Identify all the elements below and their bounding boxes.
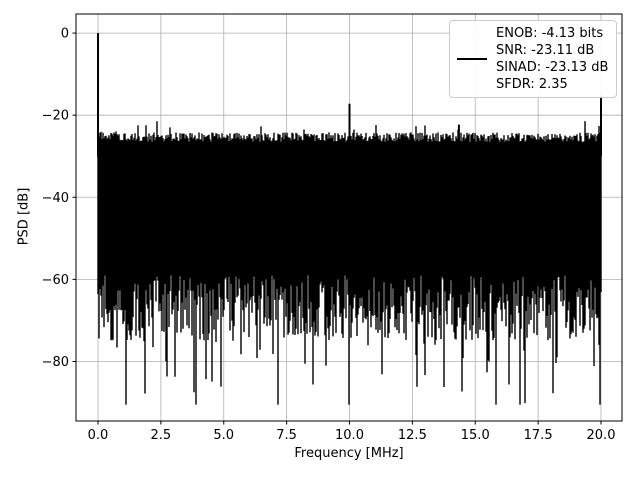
x-tick-label: 0.0 — [88, 428, 109, 443]
y-tick-label: −40 — [42, 191, 69, 206]
x-tick-label: 5.0 — [213, 428, 234, 443]
y-tick-label: −60 — [42, 273, 69, 288]
y-tick-label: 0 — [61, 27, 69, 42]
noise-spectrum-trace — [97, 121, 602, 405]
x-tick-label: 7.5 — [276, 428, 297, 443]
legend-entry-enob: ENOB: -4.13 bits — [496, 26, 604, 41]
y-tick-label: −20 — [42, 109, 69, 124]
plot-border — [75, 13, 623, 422]
legend-entry-sfdr: SFDR: 2.35 — [496, 77, 568, 92]
x-tick-label: 20.0 — [587, 428, 616, 443]
x-tick-label: 15.0 — [461, 428, 490, 443]
y-tick-label: −80 — [42, 355, 69, 370]
legend-entries: ENOB: -4.13 bits SNR: -23.11 dB SINAD: -… — [496, 25, 608, 93]
legend-entry-snr: SNR: -23.11 dB — [496, 43, 595, 58]
legend: ENOB: -4.13 bits SNR: -23.11 dB SINAD: -… — [449, 20, 618, 98]
x-tick-label: 12.5 — [398, 428, 427, 443]
x-tick-label: 10.0 — [335, 428, 364, 443]
y-axis-label: PSD [dB] — [16, 187, 32, 246]
legend-line-swatch — [457, 58, 487, 60]
x-tick-label: 2.5 — [151, 428, 172, 443]
x-axis-label: Frequency [MHz] — [294, 446, 404, 461]
legend-entry-sinad: SINAD: -23.13 dB — [496, 60, 609, 75]
x-tick-label: 17.5 — [524, 428, 553, 443]
